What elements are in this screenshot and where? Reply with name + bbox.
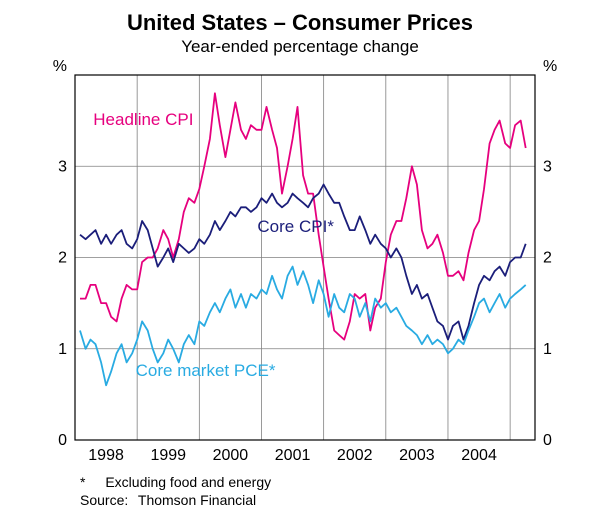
xtick: 1999: [150, 447, 186, 464]
y-unit-left: %: [53, 58, 67, 75]
ytick-left: 3: [58, 158, 67, 175]
xtick: 2002: [337, 447, 373, 464]
chart-subtitle: Year-ended percentage change: [181, 37, 419, 56]
xtick: 2001: [275, 447, 311, 464]
source-value: Thomson Financial: [138, 492, 256, 508]
ytick-right: 0: [543, 432, 552, 449]
series-label-headline_cpi: Headline CPI: [93, 110, 193, 129]
footnote-text: Excluding food and energy: [105, 474, 271, 490]
ytick-right: 1: [543, 341, 552, 358]
footnote-marker: *: [80, 474, 86, 490]
series-label-core_cpi: Core CPI*: [257, 217, 334, 236]
ytick-right: 2: [543, 250, 552, 267]
xtick: 2000: [213, 447, 249, 464]
ytick-left: 0: [58, 432, 67, 449]
ytick-right: 3: [543, 158, 552, 175]
series-label-core_market_pce: Core market PCE*: [136, 361, 276, 380]
chart-title: United States – Consumer Prices: [127, 10, 473, 35]
footnote-line: * Excluding food and energy: [80, 474, 271, 490]
consumer-prices-chart: United States – Consumer Prices Year-end…: [0, 0, 600, 515]
ytick-left: 2: [58, 250, 67, 267]
source-label: Source:: [80, 492, 128, 508]
plot-area: Headline CPI Core CPI* Core market PCE* 0 0 1…: [53, 58, 557, 464]
xtick: 2003: [399, 447, 435, 464]
ytick-left: 1: [58, 341, 67, 358]
xtick: 1998: [88, 447, 124, 464]
source-line: Source: Thomson Financial: [80, 492, 256, 508]
xtick: 2004: [461, 447, 497, 464]
y-unit-right: %: [543, 58, 557, 75]
